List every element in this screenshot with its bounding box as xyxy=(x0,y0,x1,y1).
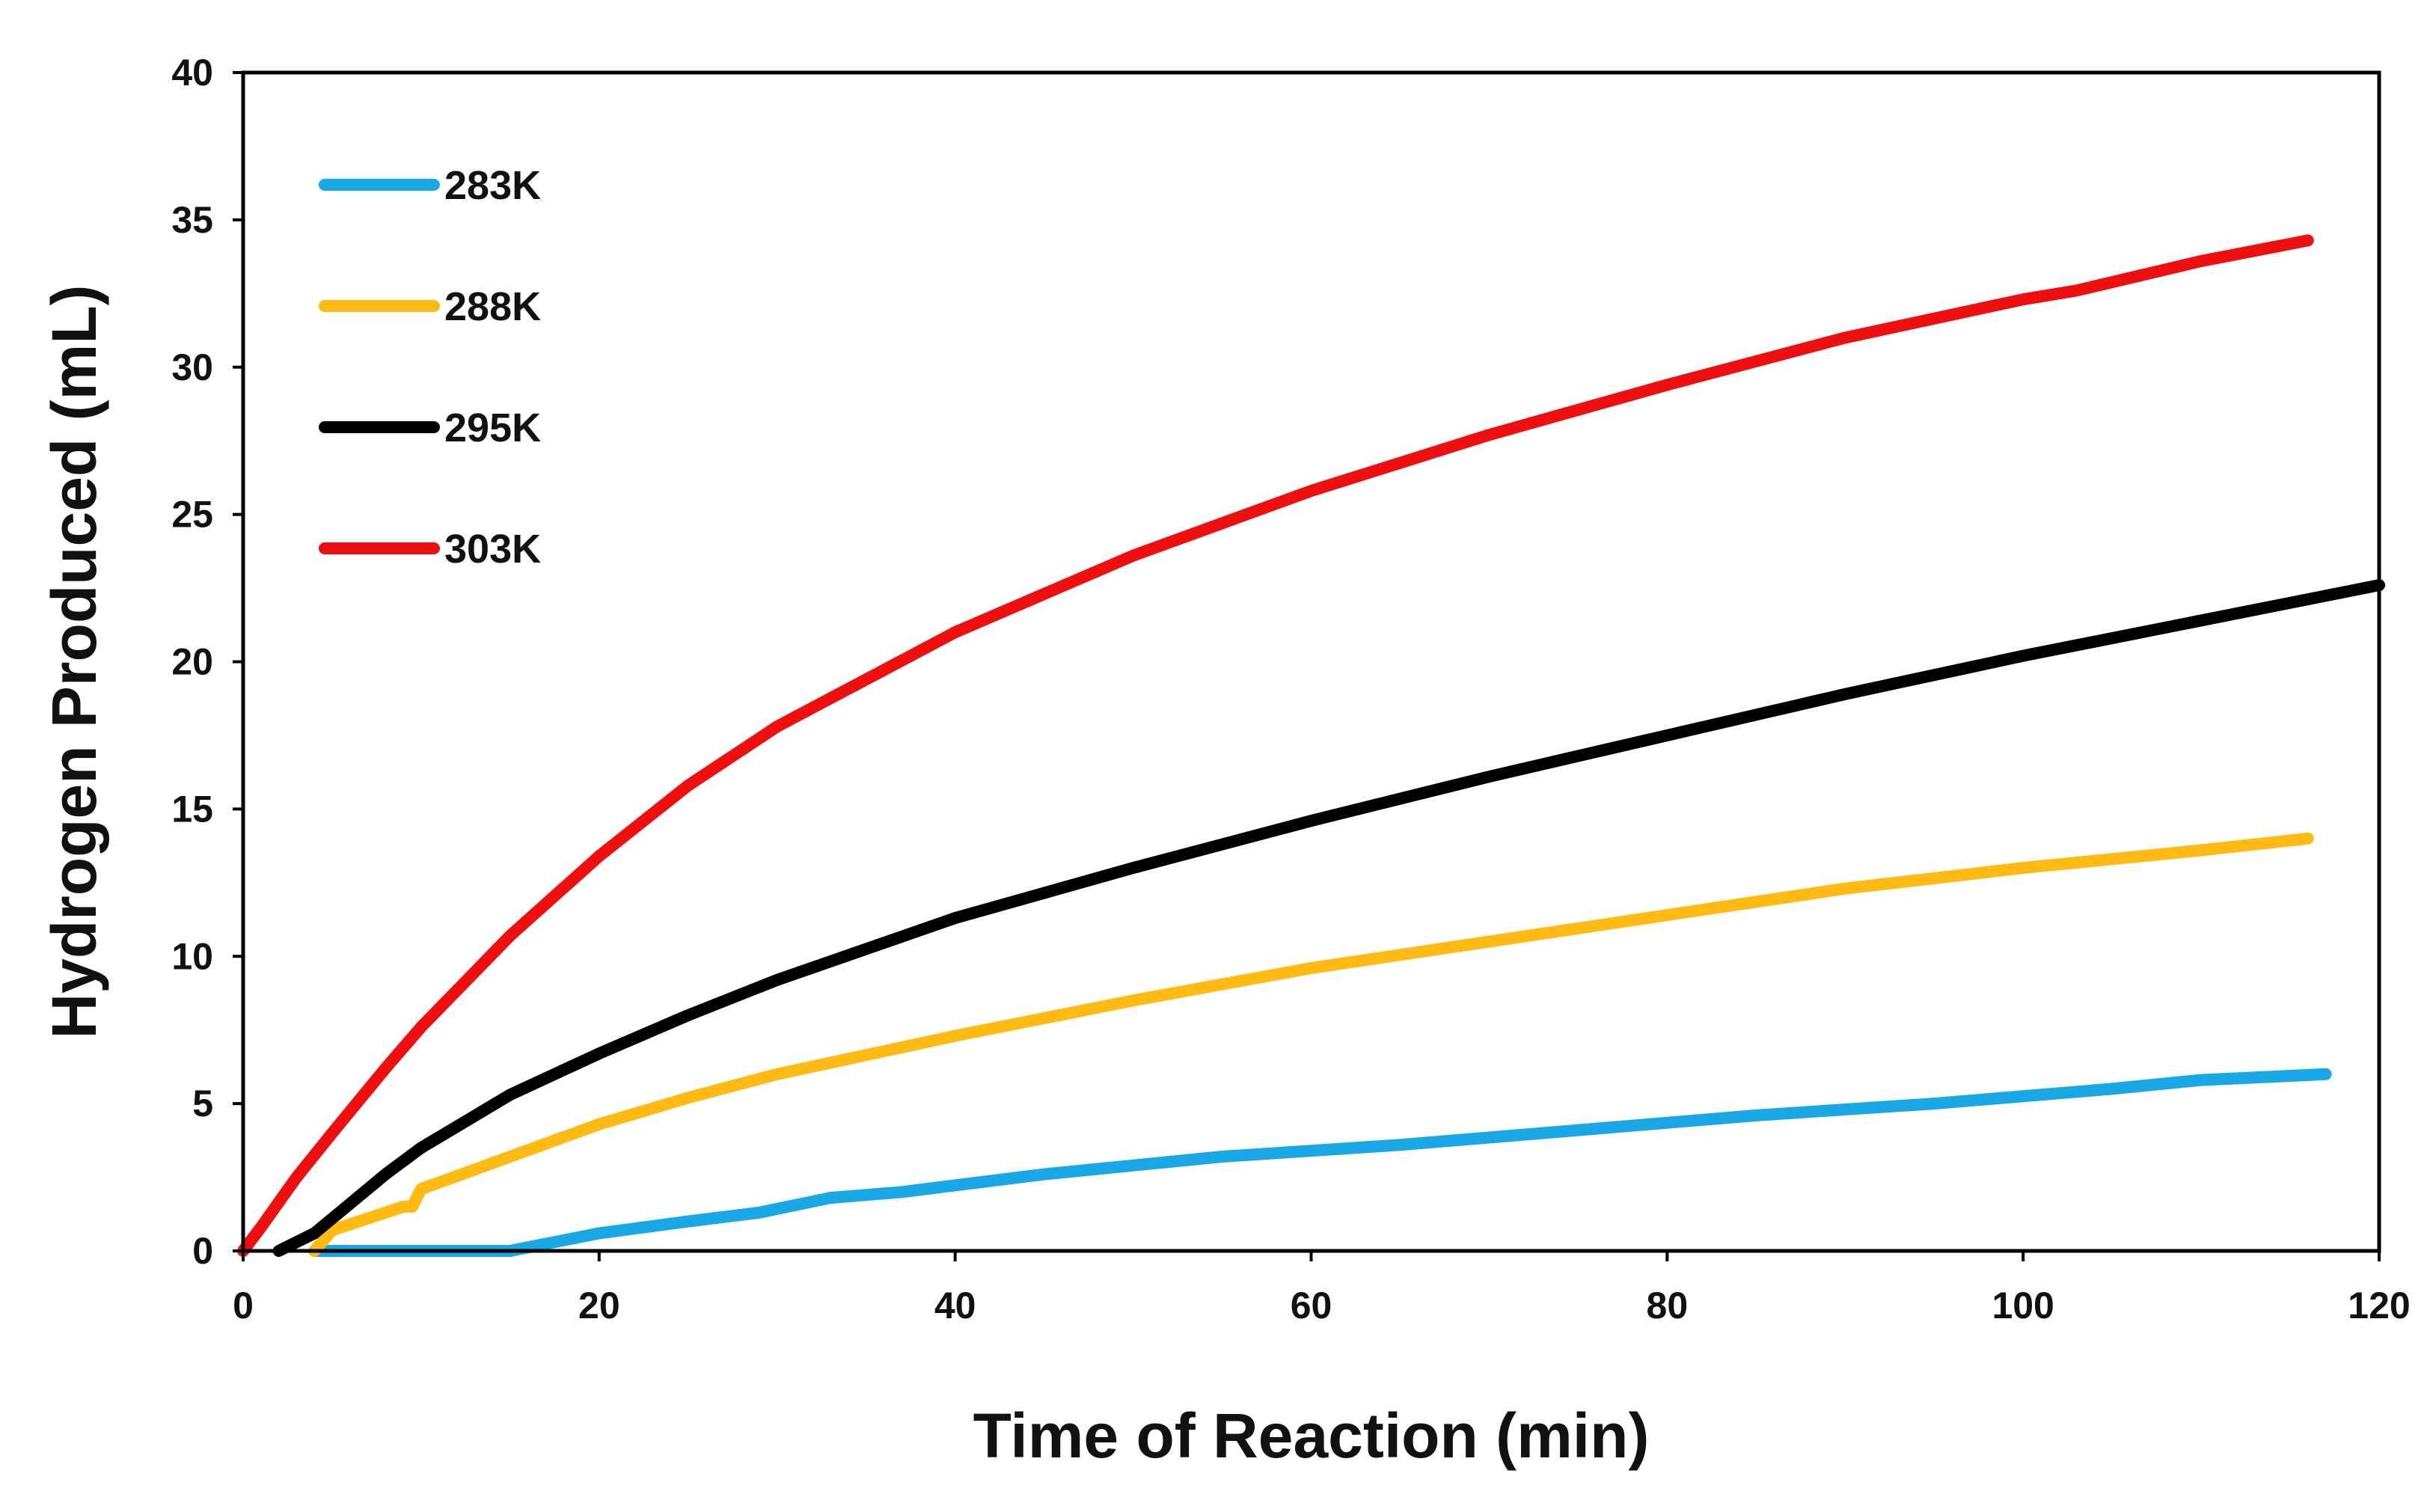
series-lines xyxy=(237,234,2385,1257)
y-tick-label: 20 xyxy=(171,641,213,683)
y-tick-label: 5 xyxy=(192,1083,213,1124)
y-tick-label: 0 xyxy=(192,1230,213,1272)
x-tick-label: 60 xyxy=(1291,1285,1332,1326)
y-tick-label: 30 xyxy=(171,346,213,388)
x-tick-label: 120 xyxy=(2348,1285,2410,1326)
x-tick-label: 40 xyxy=(934,1285,976,1326)
legend: 283K 288K 295K 303K xyxy=(319,163,541,572)
axis-ticks: 0 20 40 60 80 100 120 0 5 10 15 20 25 30 35 40 xyxy=(171,52,2410,1326)
x-tick-label: 100 xyxy=(1992,1285,2054,1326)
x-tick-label: 0 xyxy=(233,1285,254,1326)
legend-label-283k: 283K xyxy=(444,163,541,208)
y-tick-label: 25 xyxy=(171,494,213,536)
series-line-303k xyxy=(237,234,2314,1257)
series-line-295k xyxy=(272,579,2385,1257)
y-axis-title: Hydrogen Produced (mL) xyxy=(39,284,109,1038)
x-tick-label: 80 xyxy=(1647,1285,1689,1326)
y-tick-label: 35 xyxy=(171,199,213,241)
legend-label-295k: 295K xyxy=(444,405,541,450)
x-tick-label: 20 xyxy=(578,1285,620,1326)
legend-label-288k: 288K xyxy=(444,284,541,329)
series-line-283k xyxy=(308,1068,2332,1257)
legend-label-303k: 303K xyxy=(444,527,541,572)
series-line-288k xyxy=(308,832,2314,1257)
x-axis-title: Time of Reaction (min) xyxy=(973,1401,1650,1471)
y-tick-label: 40 xyxy=(171,52,213,94)
y-tick-label: 10 xyxy=(171,935,213,977)
y-tick-label: 15 xyxy=(171,788,213,830)
